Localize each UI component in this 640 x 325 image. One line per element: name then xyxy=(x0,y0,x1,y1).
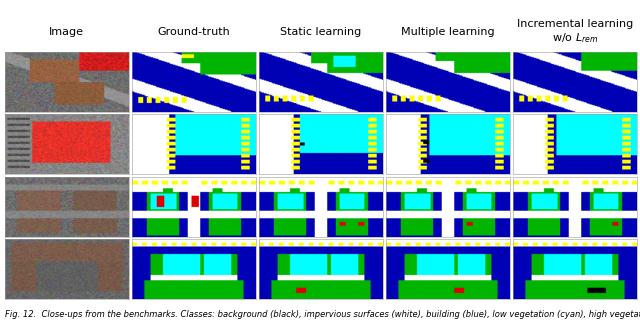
Text: w/o $L_{rem}$: w/o $L_{rem}$ xyxy=(552,32,598,46)
Text: Static learning: Static learning xyxy=(280,27,362,37)
Text: Multiple learning: Multiple learning xyxy=(401,27,495,37)
Text: Image: Image xyxy=(49,27,84,37)
Text: Incremental learning: Incremental learning xyxy=(517,19,634,29)
Text: Fig. 12.  Close-ups from the benchmarks. Classes: background (black), impervious: Fig. 12. Close-ups from the benchmarks. … xyxy=(5,310,640,319)
Text: Ground-truth: Ground-truth xyxy=(157,27,230,37)
